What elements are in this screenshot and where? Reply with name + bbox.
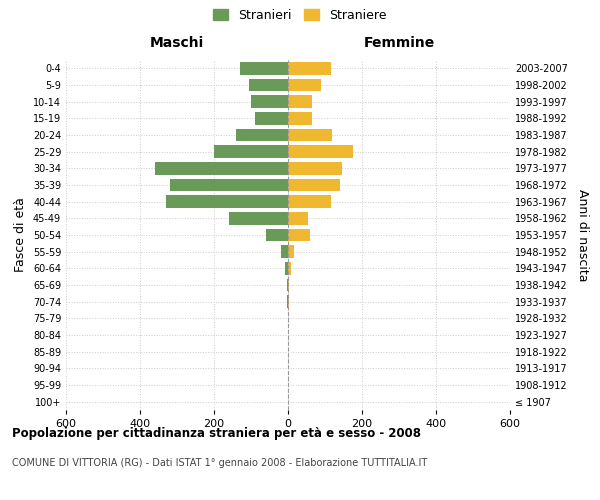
Bar [288, 146, 353, 158]
Bar [251, 96, 288, 108]
Text: Maschi: Maschi [150, 36, 204, 50]
Bar [288, 62, 331, 74]
Bar [288, 246, 293, 258]
Bar [285, 262, 288, 274]
Bar [281, 246, 288, 258]
Bar [288, 212, 308, 224]
Bar [288, 229, 310, 241]
Text: Femmine: Femmine [364, 36, 434, 50]
Bar [170, 179, 288, 192]
Bar [240, 62, 288, 74]
Bar [166, 196, 288, 208]
Text: COMUNE DI VITTORIA (RG) - Dati ISTAT 1° gennaio 2008 - Elaborazione TUTTITALIA.I: COMUNE DI VITTORIA (RG) - Dati ISTAT 1° … [12, 458, 427, 468]
Legend: Stranieri, Straniere: Stranieri, Straniere [213, 8, 387, 22]
Bar [288, 162, 341, 174]
Bar [214, 146, 288, 158]
Bar [287, 279, 288, 291]
Bar [288, 129, 332, 141]
Text: Popolazione per cittadinanza straniera per età e sesso - 2008: Popolazione per cittadinanza straniera p… [12, 428, 421, 440]
Bar [287, 296, 288, 308]
Bar [288, 79, 322, 92]
Bar [288, 279, 289, 291]
Y-axis label: Anni di nascita: Anni di nascita [575, 188, 589, 281]
Bar [288, 196, 331, 208]
Bar [288, 179, 340, 192]
Bar [155, 162, 288, 174]
Bar [288, 112, 312, 124]
Bar [288, 262, 291, 274]
Bar [288, 296, 289, 308]
Bar [288, 96, 312, 108]
Bar [249, 79, 288, 92]
Bar [254, 112, 288, 124]
Bar [236, 129, 288, 141]
Bar [229, 212, 288, 224]
Y-axis label: Fasce di età: Fasce di età [14, 198, 27, 272]
Bar [266, 229, 288, 241]
